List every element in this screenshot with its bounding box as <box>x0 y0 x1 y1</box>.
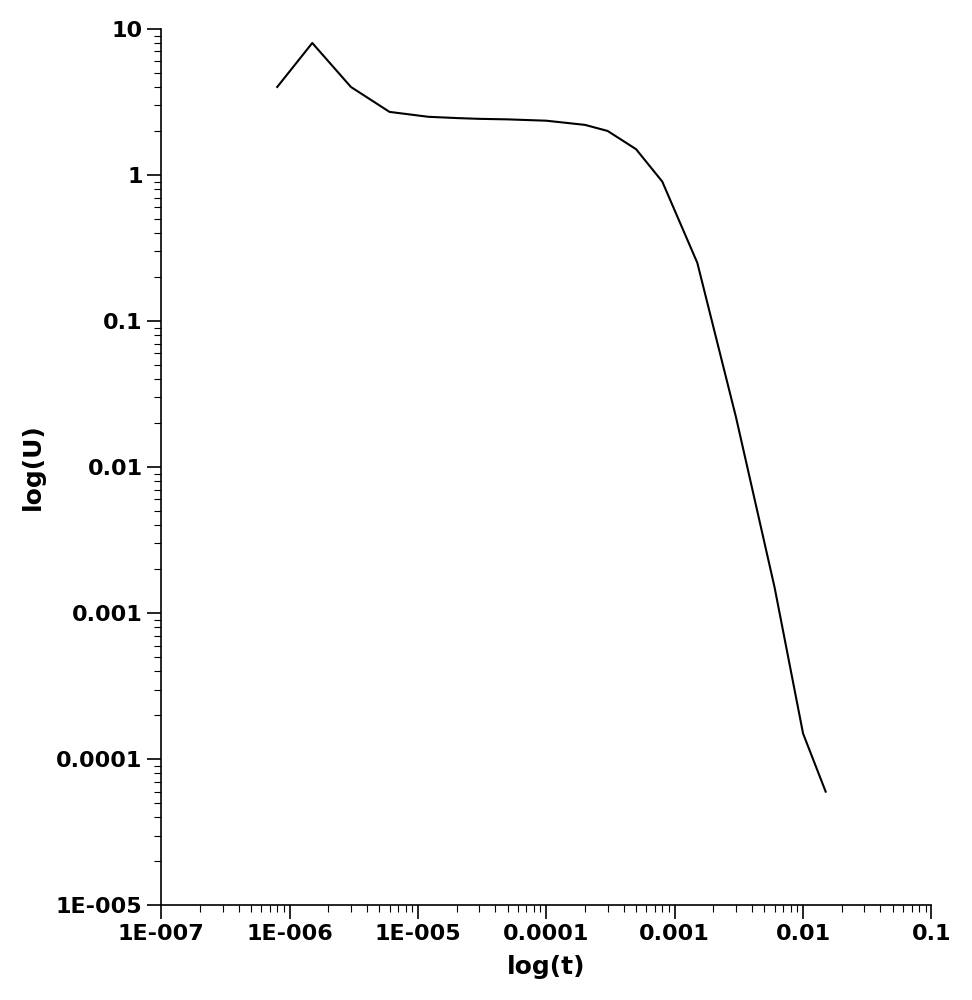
X-axis label: log(t): log(t) <box>507 955 585 979</box>
Y-axis label: log(U): log(U) <box>20 424 45 510</box>
